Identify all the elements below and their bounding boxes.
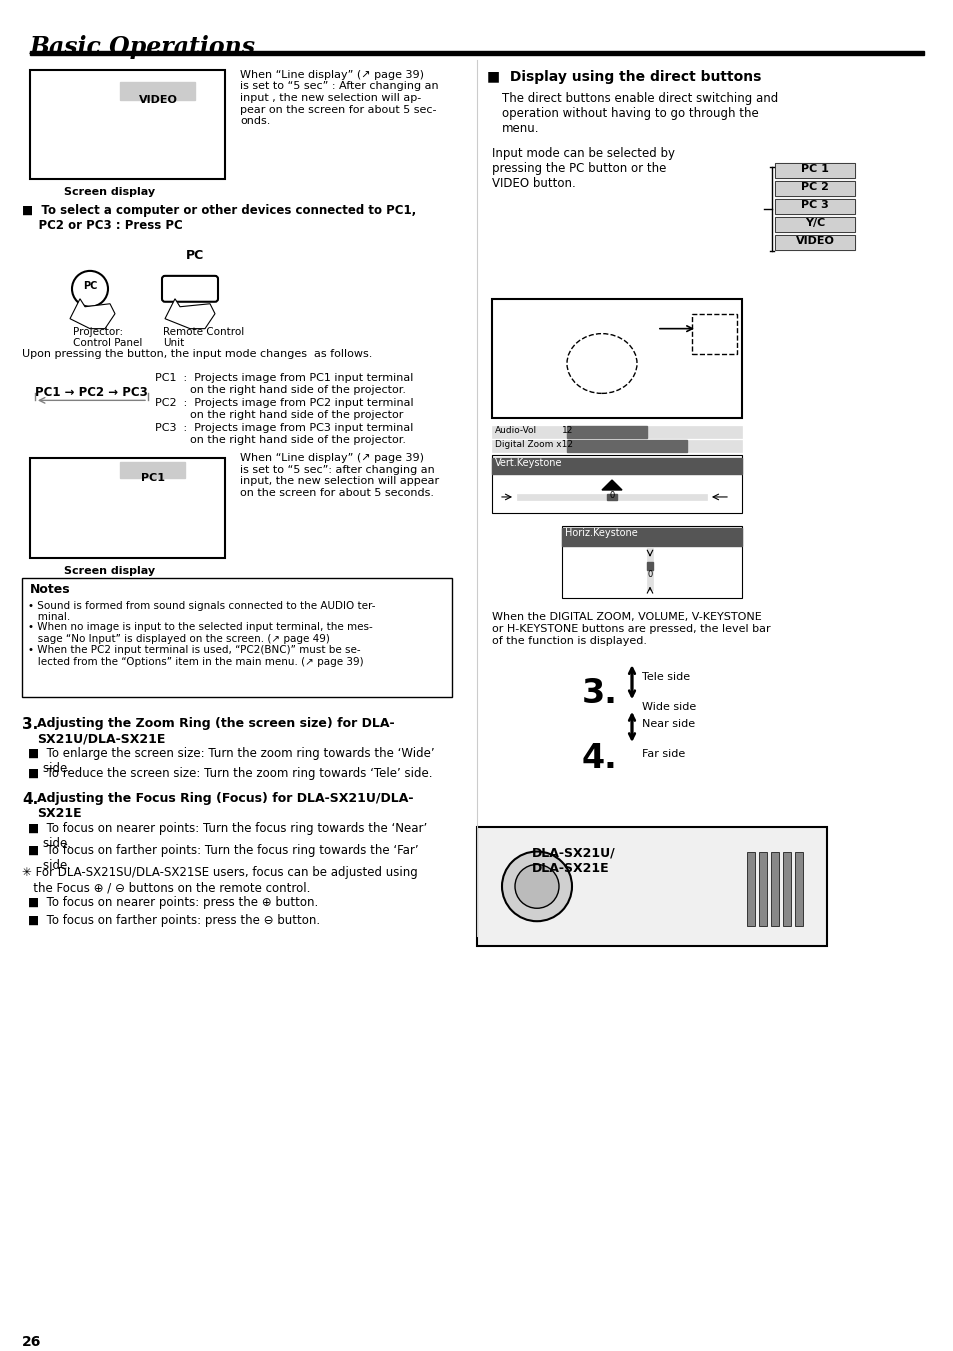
Bar (30, 51, 923, 55)
Bar (492, 458, 741, 474)
Text: Far side: Far side (641, 748, 684, 759)
Text: Adjusting the Focus Ring (Focus) for DLA-SX21U/DLA-
SX21E: Adjusting the Focus Ring (Focus) for DLA… (37, 792, 413, 820)
Text: PC 2: PC 2 (801, 182, 828, 192)
Bar (774, 199, 854, 213)
Bar (492, 440, 741, 453)
Text: Input mode can be selected by
pressing the PC button or the
VIDEO button.: Input mode can be selected by pressing t… (492, 147, 675, 190)
Bar (759, 851, 766, 927)
Text: Remote Control
Unit: Remote Control Unit (163, 327, 244, 349)
Text: Adjusting the Zoom Ring (the screen size) for DLA-
SX21U/DLA-SX21E: Adjusting the Zoom Ring (the screen size… (37, 717, 395, 744)
Text: PC: PC (83, 281, 97, 290)
Bar (492, 455, 741, 513)
Text: 3.: 3. (22, 717, 38, 732)
Bar (517, 494, 706, 500)
Text: Digital Zoom x12: Digital Zoom x12 (495, 440, 573, 449)
Text: PC3  :  Projects image from PC3 input terminal
          on the right hand side : PC3 : Projects image from PC3 input term… (154, 423, 413, 444)
Text: PC1: PC1 (141, 473, 165, 484)
Bar (746, 851, 754, 927)
Bar (492, 299, 741, 419)
Bar (30, 70, 225, 180)
Text: ■  To select a computer or other devices connected to PC1,
    PC2 or PC3 : Pres: ■ To select a computer or other devices … (22, 204, 416, 232)
Bar (770, 851, 779, 927)
Bar (794, 851, 802, 927)
Polygon shape (601, 480, 621, 490)
Bar (566, 440, 686, 453)
Polygon shape (70, 299, 115, 328)
Bar (646, 562, 652, 570)
Text: Projector:
Control Panel: Projector: Control Panel (73, 327, 142, 349)
Bar (774, 218, 854, 232)
Polygon shape (165, 299, 214, 328)
Bar (561, 528, 741, 546)
Bar (606, 494, 617, 500)
Bar (492, 427, 741, 438)
Text: Tele side: Tele side (641, 673, 689, 682)
Text: • Sound is formed from sound signals connected to the AUDIO ter-
   minal.: • Sound is formed from sound signals con… (28, 601, 375, 621)
Text: 0: 0 (609, 490, 614, 500)
Text: The direct buttons enable direct switching and
operation without having to go th: The direct buttons enable direct switchi… (501, 92, 778, 135)
Text: 4.: 4. (581, 742, 618, 775)
Bar (691, 313, 737, 354)
Text: 26: 26 (22, 1335, 41, 1348)
Text: Upon pressing the button, the input mode changes  as follows.: Upon pressing the button, the input mode… (22, 349, 372, 358)
Text: Audio-Vol: Audio-Vol (495, 427, 537, 435)
Text: ■  To focus on farther points: press the ⊖ button.: ■ To focus on farther points: press the … (28, 915, 320, 927)
Bar (561, 526, 741, 597)
Bar (476, 827, 826, 946)
Text: ■  To enlarge the screen size: Turn the zoom ring towards the ‘Wide’
    side.: ■ To enlarge the screen size: Turn the z… (28, 747, 435, 775)
Text: VIDEO: VIDEO (138, 95, 177, 104)
Text: PC1  :  Projects image from PC1 input terminal
          on the right hand side : PC1 : Projects image from PC1 input term… (154, 373, 413, 394)
Text: Near side: Near side (641, 719, 695, 730)
Text: DLA-SX21U/
DLA-SX21E: DLA-SX21U/ DLA-SX21E (532, 847, 615, 874)
Bar (782, 851, 790, 927)
Text: Wide side: Wide side (641, 703, 696, 712)
Text: Screen display: Screen display (65, 188, 155, 197)
Bar (30, 458, 225, 558)
Bar (774, 199, 854, 213)
Text: PC 1: PC 1 (801, 165, 828, 174)
Bar (774, 163, 854, 178)
Bar (774, 181, 854, 196)
Bar (774, 235, 854, 250)
Text: ■  To reduce the screen size: Turn the zoom ring towards ‘Tele’ side.: ■ To reduce the screen size: Turn the zo… (28, 767, 432, 780)
Text: ■  Display using the direct buttons: ■ Display using the direct buttons (486, 70, 760, 84)
Text: Basic Operations: Basic Operations (30, 35, 255, 59)
Text: PC 3: PC 3 (801, 200, 828, 211)
Text: When the DIGITAL ZOOM, VOLUME, V-KEYSTONE
or H-KEYSTONE buttons are pressed, the: When the DIGITAL ZOOM, VOLUME, V-KEYSTON… (492, 612, 770, 646)
Text: 4.: 4. (22, 792, 38, 807)
Text: PC1 → PC2 → PC3: PC1 → PC2 → PC3 (35, 386, 148, 400)
Bar (646, 547, 652, 589)
Text: ■  To focus on farther points: Turn the focus ring towards the ‘Far’
    side.: ■ To focus on farther points: Turn the f… (28, 843, 418, 871)
Circle shape (515, 865, 558, 908)
Bar (774, 181, 854, 196)
Text: VIDEO: VIDEO (795, 236, 834, 246)
Text: 3.: 3. (581, 677, 618, 711)
Text: Horiz.Keystone: Horiz.Keystone (564, 528, 638, 538)
Text: Screen display: Screen display (65, 566, 155, 576)
Bar (566, 427, 646, 438)
Text: 0: 0 (647, 570, 652, 578)
Text: Notes: Notes (30, 582, 71, 596)
Text: ■  To focus on nearer points: press the ⊕ button.: ■ To focus on nearer points: press the ⊕… (28, 896, 318, 909)
Text: 12: 12 (561, 427, 573, 435)
Text: PC: PC (186, 249, 204, 262)
Bar (774, 163, 854, 178)
Bar (120, 462, 185, 478)
Bar (22, 578, 452, 697)
Text: PC2  :  Projects image from PC2 input terminal
          on the right hand side : PC2 : Projects image from PC2 input term… (154, 399, 414, 420)
Text: ■  To focus on nearer points: Turn the focus ring towards the ‘Near’
    side.: ■ To focus on nearer points: Turn the fo… (28, 821, 427, 850)
Text: ✳ For DLA-SX21SU/DLA-SX21SE users, focus can be adjusted using
   the Focus ⊕ / : ✳ For DLA-SX21SU/DLA-SX21SE users, focus… (22, 866, 417, 894)
Bar (120, 81, 194, 100)
Text: • When no image is input to the selected input terminal, the mes-
   sage “No In: • When no image is input to the selected… (28, 623, 373, 644)
Text: Vert.Keystone: Vert.Keystone (495, 458, 562, 467)
Bar (774, 235, 854, 250)
Text: When “Line display” (↗ page 39)
is set to “5 sec” : After changing an
input , th: When “Line display” (↗ page 39) is set t… (240, 70, 438, 126)
Bar (774, 218, 854, 232)
Text: Y/C: Y/C (804, 218, 824, 228)
Text: • When the PC2 input terminal is used, “PC2(BNC)” must be se-
   lected from the: • When the PC2 input terminal is used, “… (28, 646, 363, 667)
Text: When “Line display” (↗ page 39)
is set to “5 sec”: after changing an
input, the : When “Line display” (↗ page 39) is set t… (240, 453, 438, 499)
Circle shape (501, 851, 572, 921)
